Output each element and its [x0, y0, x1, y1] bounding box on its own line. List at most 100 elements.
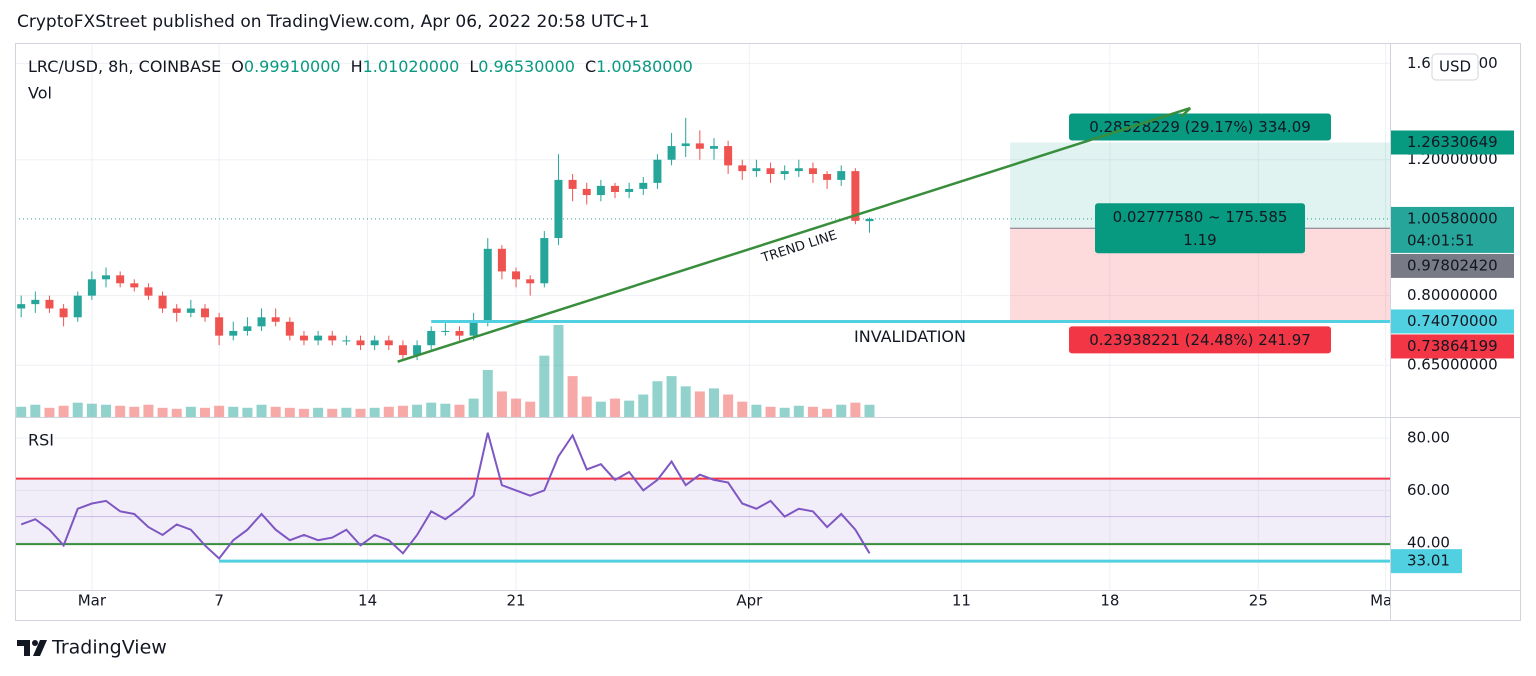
volume-bar: [708, 388, 719, 417]
volume-bar: [581, 396, 592, 417]
volume-bar: [850, 402, 861, 417]
target-label: 0.28528229 (29.17%) 334.09: [1089, 118, 1311, 136]
candle-body: [116, 275, 125, 284]
rsi-line: [20, 432, 871, 561]
candle-body: [823, 174, 832, 180]
candle-body: [328, 335, 337, 341]
candle-body: [653, 159, 662, 183]
volume-bar: [624, 400, 635, 417]
volume: [16, 325, 875, 417]
x-tick-label: 14: [358, 592, 377, 610]
stop-label: 0.23938221 (24.48%) 241.97: [1089, 331, 1311, 349]
volume-bar: [525, 401, 536, 417]
volume-bar: [454, 404, 465, 417]
ohlc-value: 1.01020000: [363, 57, 460, 76]
x-tick-label: May: [1370, 592, 1401, 610]
candle-body: [794, 168, 803, 172]
frame-border: [15, 43, 1521, 621]
volume-bar: [694, 391, 705, 417]
volume-bar: [101, 404, 112, 417]
candles: [17, 117, 874, 361]
volume-bar: [369, 407, 380, 417]
symbol: LRC/USD, 8h, COINBASE: [28, 57, 221, 76]
candle-body: [186, 308, 195, 313]
volume-bar: [553, 325, 564, 417]
volume-bar: [115, 405, 126, 417]
volume-bar: [355, 408, 366, 417]
candle-body: [200, 308, 209, 318]
x-tick-label: 25: [1249, 592, 1268, 610]
grid: [15, 43, 1390, 590]
candle-body: [59, 308, 68, 318]
candle-body: [681, 143, 690, 147]
rsi-tick-label: 60.00: [1407, 481, 1450, 499]
candle-body: [639, 182, 648, 189]
x-tick-label: 18: [1100, 592, 1119, 610]
volume-bar: [412, 404, 423, 417]
volume-bar: [327, 408, 338, 417]
candle-body: [808, 168, 817, 175]
candle-body: [709, 146, 718, 149]
volume-bar: [171, 408, 182, 417]
volume-bar: [58, 405, 69, 417]
volume-bar: [496, 391, 507, 417]
candle-body: [554, 179, 563, 239]
volume-bar: [44, 407, 55, 417]
candle-body: [540, 238, 549, 284]
volume-bar: [129, 406, 140, 417]
price-marker: [1390, 130, 1514, 155]
candle-body: [512, 271, 521, 280]
x-tick-label: 21: [506, 592, 525, 610]
price-marker-sublabel: 04:01:51: [1407, 231, 1474, 249]
volume-bar: [30, 404, 41, 417]
candle-body: [483, 248, 492, 322]
volume-bar: [779, 407, 790, 417]
candle-body: [215, 317, 224, 336]
volume-bar: [214, 405, 225, 417]
rsi-tick-label: 40.00: [1407, 533, 1450, 551]
ohlc-key: O: [231, 57, 244, 76]
candle-body: [738, 165, 747, 172]
volume-bar: [157, 407, 168, 417]
candle-body: [285, 321, 294, 336]
candle-body: [413, 345, 422, 356]
candle-body: [398, 345, 407, 356]
volume-bar: [284, 407, 295, 417]
volume-bar: [468, 398, 479, 417]
x-tick-label: Apr: [736, 592, 763, 610]
rsi-support-marker: [1390, 549, 1462, 574]
candle-body: [427, 330, 436, 346]
volume-bar: [807, 406, 818, 417]
candle-body: [370, 340, 379, 346]
logo-part: [32, 640, 38, 646]
candle-body: [865, 218, 874, 222]
candle-body: [455, 330, 464, 336]
ohlc-value: 0.96530000: [478, 57, 575, 76]
volume-bar: [16, 406, 27, 417]
stop-label-box: [1069, 326, 1332, 354]
volume-bar: [143, 404, 154, 417]
candle-body: [172, 308, 181, 313]
candle-body: [837, 171, 846, 180]
volume-bar: [567, 376, 578, 417]
candle-body: [271, 317, 280, 322]
currency-button[interactable]: USD: [1431, 53, 1479, 81]
candle-body: [45, 299, 54, 309]
ohlc-key: H: [351, 57, 363, 76]
volume-bar: [822, 408, 833, 417]
candle-body: [724, 146, 733, 166]
candle-body: [73, 295, 82, 318]
candle-body: [243, 326, 252, 331]
volume-bar: [836, 404, 847, 417]
candle-body: [497, 248, 506, 272]
open-label: 0.02777580 ~ 175.585: [1113, 208, 1288, 226]
legend: LRC/USD, 8h, COINBASE O0.99910000 H1.01020…: [28, 57, 693, 76]
candle-body: [526, 279, 535, 284]
volume-bar: [638, 394, 649, 417]
y-tick-label: 1.20000000: [1407, 150, 1498, 168]
currency-box[interactable]: [1431, 53, 1479, 81]
price-marker-label: 0.97802420: [1407, 256, 1498, 274]
candle-body: [158, 295, 167, 309]
currency[interactable]: USD: [1439, 58, 1471, 76]
